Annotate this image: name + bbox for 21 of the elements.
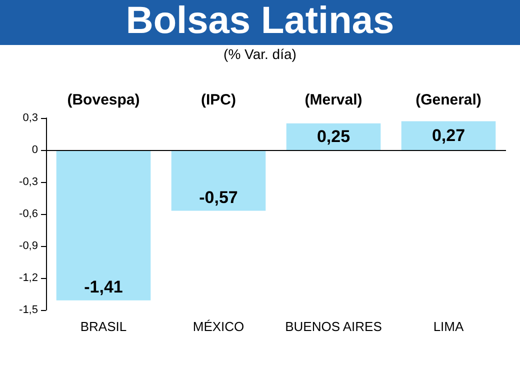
y-tick-label: -0,9: [19, 240, 38, 252]
y-tick-label: -1,5: [19, 304, 38, 316]
y-tick-label: -0,3: [19, 176, 38, 188]
text: (Bovespa): [67, 92, 140, 108]
x-tick-label: BRASIL: [80, 319, 127, 334]
chart-subtitle: (% Var. día): [222, 46, 298, 62]
y-tick-label: 0,3: [22, 112, 38, 124]
y-tick-label: 0: [32, 144, 38, 156]
chart-title: Bolsas Latinas: [0, 0, 520, 45]
y-tick-label: -1,2: [19, 272, 38, 284]
x-tick-label: BUENOS AIRES: [285, 319, 382, 334]
text: (IPC): [201, 92, 236, 108]
text: (General): [416, 92, 482, 108]
x-tick-label: MÉXICO: [192, 319, 244, 334]
text: (Merval): [304, 92, 362, 108]
x-tick-label: LIMA: [433, 319, 464, 334]
data-label: -0,57: [199, 188, 238, 207]
data-label: 0,27: [432, 126, 466, 146]
y-tick-label: -0,6: [19, 208, 38, 220]
data-label: -1,41: [84, 277, 123, 296]
data-label: 0,25: [316, 127, 350, 146]
